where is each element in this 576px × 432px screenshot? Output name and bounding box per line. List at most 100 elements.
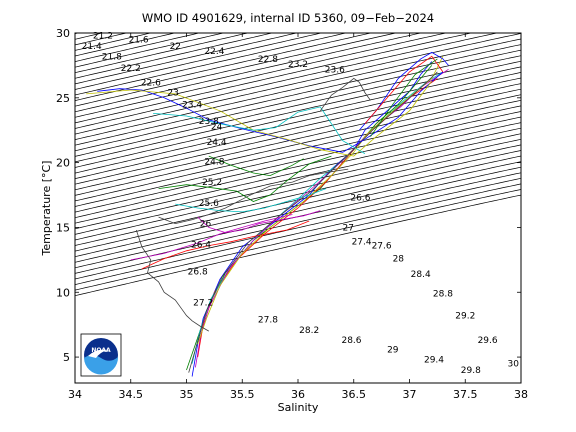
isopycnal-label: 22 xyxy=(170,42,181,52)
profile-line xyxy=(319,77,371,112)
isopycnal-label: 26 xyxy=(200,220,212,230)
isopycnal-label: 24.4 xyxy=(207,138,227,148)
profile-line xyxy=(370,58,438,137)
isopycnal-line xyxy=(75,33,201,62)
isopycnal-label: 26.4 xyxy=(191,240,211,250)
x-tick-label: 34.5 xyxy=(119,388,144,401)
isopycnal-line xyxy=(75,55,521,157)
x-tick-label: 35.5 xyxy=(230,388,255,401)
isopycnal-label: 29.8 xyxy=(461,366,481,376)
chart-title: WMO ID 4901629, internal ID 5360, 09−Feb… xyxy=(141,11,435,25)
isopycnal-label: 23.2 xyxy=(288,60,308,70)
profile-line xyxy=(195,68,449,368)
isopycnal-lines xyxy=(75,33,521,297)
isopycnal-label: 28.2 xyxy=(299,326,319,336)
isopycnal-line xyxy=(75,183,521,285)
isopycnal-label: 28.8 xyxy=(433,290,453,300)
profile-line xyxy=(191,71,444,364)
y-tick-label: 30 xyxy=(56,27,70,40)
isopycnal-label: 21.8 xyxy=(102,52,122,62)
y-tick-label: 5 xyxy=(63,351,70,364)
isopycnal-label: 25.6 xyxy=(199,199,219,209)
profile-series xyxy=(86,51,449,377)
isopycnal-label: 26.6 xyxy=(350,194,370,204)
noaa-logo-bird xyxy=(88,349,108,358)
isopycnal-line xyxy=(75,99,521,202)
isopycnal-line xyxy=(75,33,323,90)
isopycnal-line xyxy=(75,49,521,152)
x-tick-label: 35 xyxy=(180,388,194,401)
isopycnal-label: 22.6 xyxy=(141,78,161,88)
x-tick-label: 36.5 xyxy=(342,388,367,401)
y-tick-label: 15 xyxy=(56,221,70,234)
isopycnal-line xyxy=(75,33,473,124)
isopycnal-line xyxy=(75,111,521,213)
noaa-logo-wave xyxy=(84,355,119,375)
isopycnal-line xyxy=(75,33,274,79)
isopycnal-line xyxy=(75,177,521,280)
isopycnal-line xyxy=(75,161,521,263)
isopycnal-line xyxy=(75,33,152,51)
x-tick-label: 36 xyxy=(291,388,305,401)
isopycnal-line xyxy=(75,33,448,118)
isopycnal-line xyxy=(75,33,250,74)
profile-line xyxy=(197,56,444,345)
isopycnal-label: 28.4 xyxy=(411,270,431,280)
isopycnal-line xyxy=(75,72,521,174)
isopycnal-line xyxy=(75,94,521,196)
isopycnal-line xyxy=(75,33,348,96)
isopycnal-line xyxy=(75,33,299,85)
isopycnal-label: 27.6 xyxy=(372,242,392,252)
profile-line xyxy=(175,188,327,213)
profile-line xyxy=(141,220,310,270)
isopycnal-line xyxy=(75,133,521,235)
isopycnal-line xyxy=(75,127,521,230)
profile-line xyxy=(153,106,366,154)
y-axis-label: Temperature [°C] xyxy=(40,161,53,257)
isopycnal-label: 24 xyxy=(211,122,223,132)
isopycnal-label: 22.8 xyxy=(258,55,278,65)
isopycnal-label: 23.6 xyxy=(325,65,345,75)
isopycnal-label: 30 xyxy=(507,360,519,370)
isopycnal-line xyxy=(75,33,521,135)
isopycnal-label: 27.2 xyxy=(193,299,213,309)
isopycnal-label: 27.8 xyxy=(258,316,278,326)
x-axis-label: Salinity xyxy=(278,401,319,414)
isopycnal-line xyxy=(75,138,521,241)
isopycnal-line xyxy=(75,189,521,291)
y-axis-ticks: 5 10 15 20 25 30 xyxy=(56,27,521,364)
profile-line xyxy=(158,155,332,202)
isopycnal-line xyxy=(75,33,225,68)
isopycnal-line xyxy=(75,33,423,113)
noaa-logo-text: NOAA xyxy=(91,347,111,354)
profile-line xyxy=(208,155,304,177)
profile-line xyxy=(197,210,321,234)
isopycnal-label: 28 xyxy=(393,255,405,265)
isopycnal-label: 28.6 xyxy=(341,336,361,346)
isopycnal-label: 21.4 xyxy=(82,42,102,52)
isopycnal-label: 23 xyxy=(167,89,178,99)
isopycnal-line xyxy=(75,88,521,191)
x-tick-label: 38 xyxy=(514,388,528,401)
isopycnal-label: 22.2 xyxy=(121,64,141,74)
isopycnal-label: 24.8 xyxy=(204,157,224,167)
isopycnal-label: 21.6 xyxy=(129,36,149,46)
isopycnal-label: 23.4 xyxy=(182,100,202,110)
isopycnal-labels: 21.221.4 21.6 21.8 22 22.2 22.4 22.6 22.8 23 23.2… xyxy=(82,32,520,376)
x-tick-label: 34 xyxy=(68,388,82,401)
profile-line xyxy=(135,229,209,332)
isopycnal-label: 29.6 xyxy=(478,336,498,346)
profile-line xyxy=(86,80,433,157)
isopycnal-line xyxy=(75,116,521,219)
isopycnal-label: 21.2 xyxy=(93,32,113,42)
profile-line xyxy=(364,55,444,124)
isopycnal-label: 26.8 xyxy=(188,268,208,278)
noaa-logo: NOAA xyxy=(80,333,122,377)
isopycnal-line xyxy=(75,33,177,57)
isopycnal-line xyxy=(75,105,521,207)
isopycnal-label: 29.2 xyxy=(455,312,475,322)
isopycnal-line xyxy=(75,144,521,246)
isopycnal-line xyxy=(75,77,521,179)
isopycnal-line xyxy=(75,33,373,101)
